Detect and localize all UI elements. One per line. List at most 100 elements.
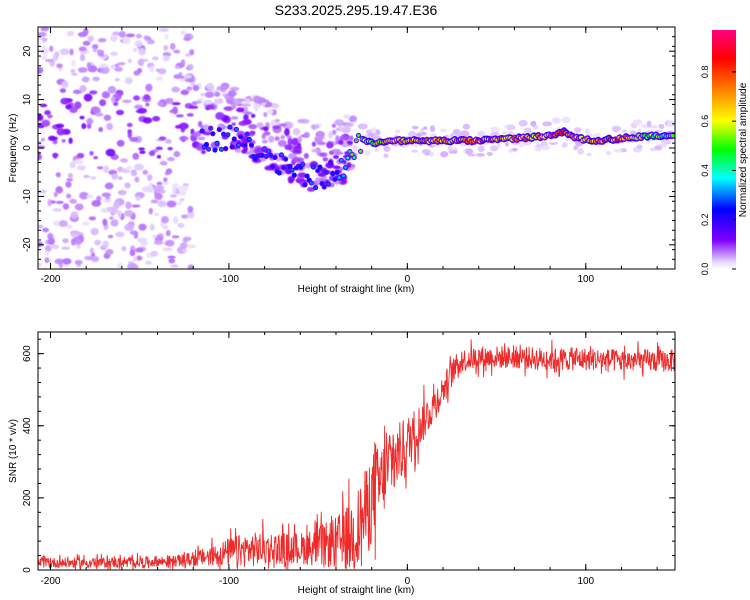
spectral-blob bbox=[152, 56, 159, 61]
spectral-blob bbox=[82, 40, 91, 46]
spectral-blob bbox=[114, 77, 120, 82]
spectral-blob bbox=[122, 99, 132, 104]
spectral-blob bbox=[65, 181, 72, 188]
spectral-blob bbox=[58, 220, 68, 227]
spectral-blob bbox=[142, 117, 153, 124]
spectral-blob bbox=[42, 227, 50, 233]
y-tick-label: 20 bbox=[22, 45, 33, 57]
ridge-core bbox=[243, 143, 247, 147]
spectral-halo-blob bbox=[577, 148, 584, 155]
spectral-halo-blob bbox=[518, 119, 528, 127]
ridge-core bbox=[204, 143, 209, 146]
spectral-blob bbox=[216, 86, 222, 91]
spectral-blob bbox=[55, 123, 65, 129]
ridge-core bbox=[224, 147, 228, 151]
spectral-blob bbox=[41, 119, 51, 127]
spectral-blob bbox=[102, 218, 108, 226]
ridge-core bbox=[217, 128, 221, 131]
spectral-blob bbox=[138, 147, 145, 151]
spectral-blob bbox=[86, 62, 92, 69]
spectral-blob bbox=[134, 163, 145, 171]
ridge-core bbox=[324, 170, 328, 174]
snr-panel: -200 -100 0 100 0 200 400 600 Height of straigh… bbox=[8, 331, 676, 596]
spectral-blob bbox=[168, 258, 176, 264]
spectral-blob bbox=[66, 30, 75, 37]
spectral-blob bbox=[104, 182, 114, 190]
spectral-halo-blob bbox=[586, 152, 593, 157]
spectral-blob bbox=[150, 199, 159, 204]
spectral-blob bbox=[86, 118, 94, 125]
spectral-blob bbox=[92, 76, 100, 82]
spectral-blob bbox=[138, 223, 147, 231]
spectral-blob bbox=[127, 58, 132, 64]
spectral-blob bbox=[177, 200, 182, 206]
ridge-core bbox=[209, 126, 213, 130]
spectral-blob bbox=[165, 229, 171, 237]
spectral-blob bbox=[118, 30, 126, 38]
ridge-core bbox=[337, 176, 341, 180]
spectral-blob bbox=[182, 237, 188, 243]
ridge-core bbox=[359, 149, 363, 153]
spectral-blob bbox=[99, 99, 107, 107]
spectral-blob bbox=[182, 248, 187, 253]
spectral-blob bbox=[109, 216, 114, 220]
spectral-halo-blob bbox=[421, 148, 432, 155]
spectral-blob bbox=[40, 55, 48, 61]
spectral-blob bbox=[274, 136, 280, 141]
spectral-blob bbox=[83, 93, 93, 102]
spectral-blob bbox=[44, 250, 50, 256]
spectral-blob bbox=[287, 137, 293, 146]
spectral-blob bbox=[53, 191, 58, 198]
spectral-blob bbox=[169, 194, 178, 198]
spectral-blob bbox=[79, 191, 89, 200]
spectral-blob bbox=[106, 122, 114, 131]
spectral-blob bbox=[134, 247, 144, 253]
spectral-blob bbox=[229, 86, 240, 91]
spectral-halo-blob bbox=[654, 145, 662, 150]
spectral-blob bbox=[129, 249, 136, 257]
spectral-blob bbox=[156, 154, 162, 159]
spectral-halo-blob bbox=[411, 149, 418, 153]
spectral-blob bbox=[132, 95, 141, 101]
spectral-halo-blob bbox=[666, 120, 675, 128]
spectral-blob bbox=[317, 131, 324, 137]
spectral-blob bbox=[102, 240, 109, 248]
spectral-blob bbox=[87, 35, 94, 42]
spectral-halo-blob bbox=[370, 127, 377, 134]
spectral-blob bbox=[97, 37, 107, 43]
spectral-blob bbox=[184, 78, 194, 83]
spectral-blob bbox=[333, 154, 339, 159]
spectral-blob bbox=[44, 110, 51, 116]
spectral-halo-blob bbox=[411, 125, 419, 130]
spectral-halo-blob bbox=[658, 123, 665, 129]
spectral-blob bbox=[126, 79, 133, 83]
snr-ylabel: SNR (10 * v/v) bbox=[8, 419, 19, 483]
spectral-blob bbox=[75, 238, 82, 246]
spectral-blob bbox=[138, 47, 146, 56]
spectral-blob bbox=[132, 256, 138, 262]
spectral-blob bbox=[121, 245, 127, 252]
spectral-blob bbox=[318, 152, 328, 158]
spectral-blob bbox=[213, 98, 219, 106]
spectral-blob bbox=[118, 176, 123, 181]
spectral-halo-blob bbox=[447, 146, 453, 152]
spectral-blob bbox=[139, 150, 146, 154]
spectral-blob bbox=[40, 45, 47, 49]
spectral-blob bbox=[181, 214, 189, 219]
spectral-blob bbox=[52, 54, 59, 61]
spectral-blob bbox=[173, 49, 181, 54]
spectral-blob bbox=[79, 84, 87, 93]
spectral-halo-blob bbox=[504, 142, 509, 147]
spectral-blob bbox=[97, 49, 102, 57]
spectral-blob bbox=[116, 139, 125, 147]
spectral-blob bbox=[91, 200, 102, 207]
spectral-blob bbox=[88, 216, 97, 221]
spectral-blob bbox=[266, 109, 274, 115]
ridge-core bbox=[329, 160, 333, 164]
spectral-blob bbox=[134, 176, 140, 183]
spectral-blob bbox=[214, 91, 221, 97]
spectral-blob bbox=[180, 89, 190, 96]
spectral-blob bbox=[56, 63, 63, 69]
spectral-blob bbox=[317, 135, 326, 140]
